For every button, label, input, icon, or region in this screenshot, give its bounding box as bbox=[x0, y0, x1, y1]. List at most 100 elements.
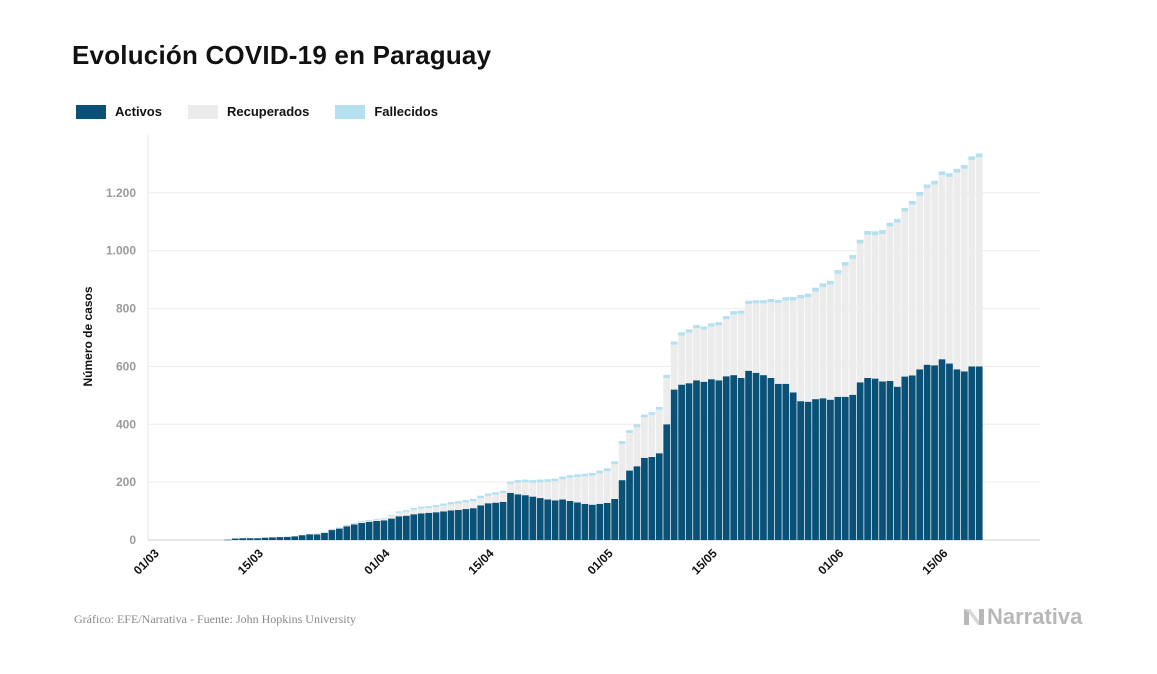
y-tick-label: 200 bbox=[116, 475, 136, 489]
y-tick-label: 0 bbox=[129, 533, 136, 547]
bar-activos-08/04 bbox=[432, 512, 440, 540]
bar-recuperados-30/03 bbox=[365, 520, 373, 522]
bar-activos-20/04 bbox=[522, 495, 529, 540]
bar-fallecidos-21/04 bbox=[529, 480, 537, 483]
bar-activos-11/06 bbox=[908, 375, 916, 540]
legend-item-fallecidos: Fallecidos bbox=[335, 104, 438, 119]
bar-activos-16/06 bbox=[946, 363, 953, 540]
bar-recuperados-11/05 bbox=[678, 335, 685, 385]
bar-fallecidos-01/06 bbox=[834, 270, 842, 274]
y-tick-label: 400 bbox=[116, 417, 136, 431]
bar-fallecidos-10/06 bbox=[901, 207, 909, 212]
bar-fallecidos-06/06 bbox=[871, 231, 879, 236]
bar-recuperados-09/06 bbox=[894, 222, 901, 387]
bar-activos-21/04 bbox=[529, 496, 537, 540]
bar-recuperados-16/05 bbox=[715, 325, 723, 381]
bar-recuperados-01/06 bbox=[834, 273, 842, 397]
bar-activos-23/03 bbox=[313, 534, 321, 540]
bar-recuperados-16/06 bbox=[946, 176, 953, 364]
bar-activos-12/05 bbox=[685, 383, 693, 540]
bar-recuperados-17/04 bbox=[499, 493, 507, 502]
x-tick-label: 01/06 bbox=[815, 546, 846, 577]
bar-recuperados-07/06 bbox=[879, 233, 886, 382]
y-tick-label: 1.000 bbox=[106, 244, 136, 258]
bar-activos-04/05 bbox=[626, 470, 633, 540]
bar-fallecidos-21/03 bbox=[298, 534, 306, 536]
bar-fallecidos-02/05 bbox=[611, 461, 619, 465]
bar-fallecidos-26/05 bbox=[789, 297, 797, 301]
bar-fallecidos-10/05 bbox=[670, 341, 678, 345]
bar-fallecidos-05/05 bbox=[633, 424, 641, 428]
bar-recuperados-24/03 bbox=[321, 532, 328, 533]
bar-activos-19/03 bbox=[283, 536, 291, 540]
bar-fallecidos-15/04 bbox=[484, 493, 492, 496]
bar-recuperados-02/06 bbox=[841, 265, 849, 397]
bar-recuperados-10/06 bbox=[901, 211, 909, 377]
bar-activos-29/03 bbox=[358, 522, 366, 540]
bar-activos-15/06 bbox=[938, 359, 946, 540]
bar-recuperados-01/05 bbox=[603, 471, 611, 503]
bar-activos-07/06 bbox=[879, 381, 886, 540]
bar-activos-07/05 bbox=[648, 456, 656, 540]
bar-fallecidos-03/04 bbox=[395, 511, 403, 513]
bar-fallecidos-23/03 bbox=[313, 533, 321, 534]
bar-fallecidos-27/05 bbox=[797, 294, 805, 299]
bar-recuperados-05/04 bbox=[410, 509, 418, 515]
bar-recuperados-02/04 bbox=[388, 515, 395, 519]
bar-fallecidos-23/04 bbox=[544, 479, 552, 482]
bar-recuperados-05/06 bbox=[864, 234, 871, 378]
bar-activos-04/06 bbox=[856, 382, 864, 540]
bar-activos-08/06 bbox=[886, 380, 894, 540]
bar-recuperados-13/05 bbox=[693, 328, 700, 381]
bar-recuperados-14/05 bbox=[700, 329, 708, 382]
bar-recuperados-14/04 bbox=[477, 498, 485, 506]
bar-activos-24/04 bbox=[551, 500, 559, 540]
bar-recuperados-18/05 bbox=[730, 314, 738, 376]
bar-activos-18/03 bbox=[276, 537, 284, 540]
legend-swatch-activos bbox=[76, 104, 106, 119]
bar-activos-27/05 bbox=[797, 401, 805, 540]
bar-activos-01/06 bbox=[834, 396, 842, 540]
chart-title: Evolución COVID-19 en Paraguay bbox=[72, 40, 492, 70]
bar-fallecidos-28/05 bbox=[804, 293, 812, 298]
bar-activos-06/04 bbox=[417, 513, 425, 540]
bar-activos-06/06 bbox=[871, 378, 879, 540]
bar-recuperados-03/06 bbox=[849, 258, 857, 395]
bar-fallecidos-19/05 bbox=[737, 310, 745, 314]
bar-fallecidos-06/05 bbox=[641, 414, 648, 418]
bar-activos-15/03 bbox=[254, 538, 261, 540]
bar-fallecidos-21/05 bbox=[752, 300, 760, 304]
bar-activos-22/03 bbox=[306, 534, 313, 540]
bar-fallecidos-09/05 bbox=[663, 374, 671, 378]
bar-fallecidos-16/06 bbox=[946, 173, 953, 177]
bar-recuperados-23/04 bbox=[544, 481, 552, 500]
bar-recuperados-20/05 bbox=[745, 303, 752, 371]
bar-activos-11/04 bbox=[455, 509, 462, 540]
bar-recuperados-10/04 bbox=[447, 504, 455, 511]
bar-recuperados-09/04 bbox=[440, 505, 447, 512]
bar-recuperados-04/05 bbox=[626, 432, 633, 471]
bar-recuperados-20/06 bbox=[975, 157, 983, 367]
bar-activos-22/05 bbox=[760, 375, 767, 540]
bar-fallecidos-02/04 bbox=[388, 514, 395, 516]
legend-item-activos: Activos bbox=[76, 104, 162, 119]
bar-fallecidos-29/03 bbox=[358, 521, 366, 523]
bar-fallecidos-17/05 bbox=[722, 316, 730, 320]
bar-activos-15/05 bbox=[708, 379, 715, 540]
bar-fallecidos-26/03 bbox=[336, 527, 343, 529]
bar-recuperados-31/05 bbox=[827, 284, 834, 400]
bar-activos-21/03 bbox=[298, 535, 306, 540]
bar-recuperados-12/04 bbox=[462, 502, 470, 510]
bar-activos-25/05 bbox=[782, 383, 790, 540]
bar-activos-11/05 bbox=[678, 384, 685, 540]
bar-recuperados-24/05 bbox=[774, 303, 782, 384]
bar-activos-20/05 bbox=[745, 370, 752, 540]
bar-activos-08/05 bbox=[655, 453, 663, 540]
legend-item-recuperados: Recuperados bbox=[187, 104, 309, 119]
bar-fallecidos-22/05 bbox=[760, 300, 767, 304]
bar-fallecidos-03/05 bbox=[618, 441, 626, 444]
bar-fallecidos-07/04 bbox=[425, 506, 433, 508]
bar-fallecidos-16/05 bbox=[715, 322, 723, 326]
bar-activos-13/04 bbox=[469, 508, 477, 540]
